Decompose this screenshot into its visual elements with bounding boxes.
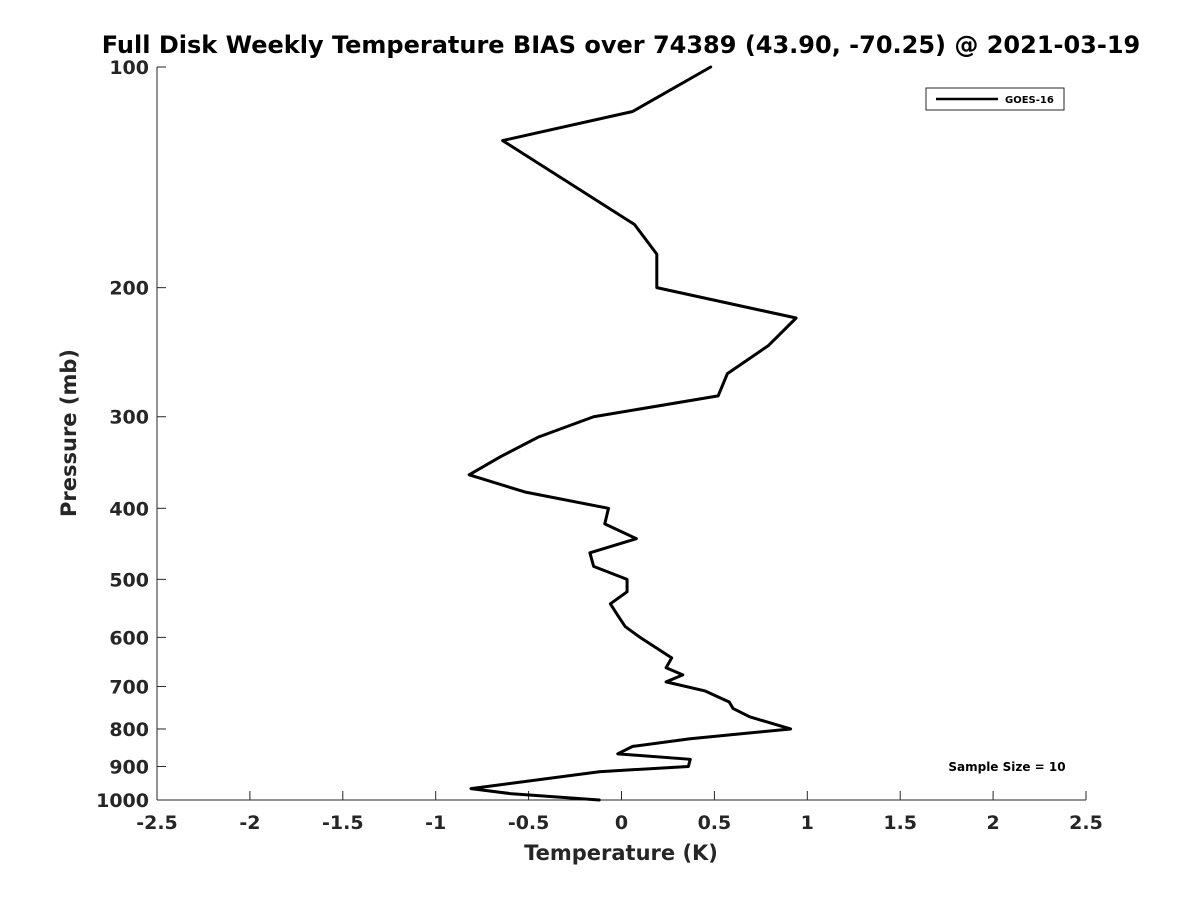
x-tick-label: 0.5 xyxy=(698,812,732,834)
sample-size-annotation: Sample Size = 10 xyxy=(948,760,1065,774)
y-tick-label: 1000 xyxy=(96,790,149,812)
x-tick-label: -2 xyxy=(239,812,260,834)
series-layer xyxy=(467,65,798,802)
x-tick-label: 1.5 xyxy=(883,812,917,834)
x-tick-label: -1 xyxy=(425,812,446,834)
y-tick-label: 200 xyxy=(109,278,149,300)
y-axis-label: Pressure (mb) xyxy=(57,349,81,517)
x-tick-label: 2 xyxy=(986,812,999,834)
x-ticks: -2.5 -2 -1.5 -1 -0.5 0 0.5 1 1.5 2 2.5 xyxy=(136,791,1103,834)
series-line-goes-16 xyxy=(467,65,798,802)
x-tick-label: -2.5 xyxy=(136,812,178,834)
legend: GOES-16 xyxy=(925,87,1065,111)
x-tick-label: 2.5 xyxy=(1069,812,1103,834)
x-tick-label: 1 xyxy=(801,812,814,834)
x-tick-label: 0 xyxy=(615,812,628,834)
x-tick-label: -0.5 xyxy=(508,812,550,834)
legend-label-goes-16: GOES-16 xyxy=(1005,95,1054,106)
y-tick-label: 700 xyxy=(109,676,149,698)
y-ticks: 100 200 300 400 500 600 700 800 900 1000 xyxy=(96,57,166,812)
x-tick-label: -1.5 xyxy=(322,812,364,834)
x-axis-label: Temperature (K) xyxy=(524,841,718,865)
y-tick-label: 100 xyxy=(109,57,149,79)
y-tick-label: 900 xyxy=(109,756,149,778)
plot-area xyxy=(157,67,1086,800)
y-tick-label: 500 xyxy=(109,569,149,591)
y-tick-label: 800 xyxy=(109,719,149,741)
y-tick-label: 300 xyxy=(109,407,149,429)
y-tick-label: 400 xyxy=(109,498,149,520)
y-tick-label: 600 xyxy=(109,627,149,649)
chart-title: Full Disk Weekly Temperature BIAS over 7… xyxy=(102,31,1141,59)
